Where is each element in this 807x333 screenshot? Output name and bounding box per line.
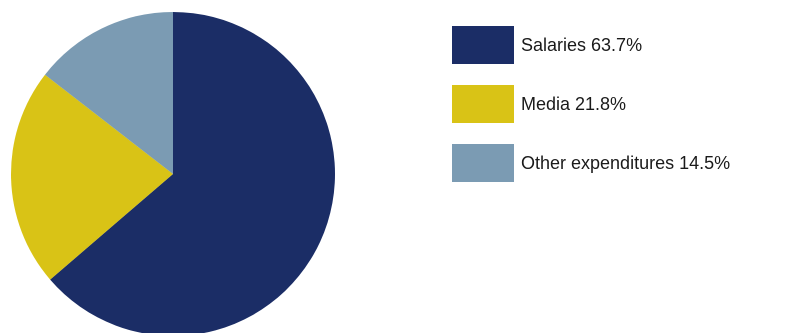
pie-slice-media [10,74,173,280]
legend-item-salaries: Salaries 63.7% [452,26,797,64]
legend-item-other-expenditures: Other expenditures 14.5% [452,144,797,182]
legend-swatch-media [452,85,514,123]
pie-slice-salaries [50,12,335,333]
legend-swatch-other-expenditures [452,144,514,182]
legend-item-media: Media 21.8% [452,85,797,123]
legend-label-other-expenditures: Other expenditures 14.5% [521,152,731,173]
legend-label-salaries: Salaries 63.7% [521,34,643,55]
legend: Salaries 63.7% Media 21.8% Other expendi… [452,26,797,203]
legend-label-media: Media 21.8% [521,93,627,114]
legend-swatch-salaries [452,26,514,64]
pie-slice-other-expenditures [44,12,173,174]
